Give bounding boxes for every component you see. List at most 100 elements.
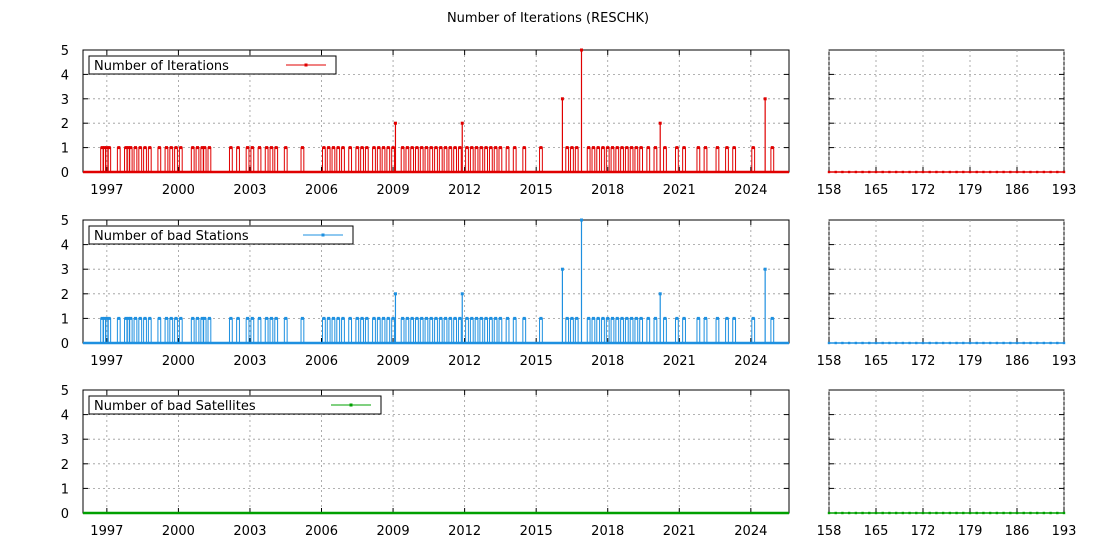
data-point (988, 341, 992, 345)
data-point (331, 146, 335, 150)
x-tick-label: 2003 (233, 524, 266, 539)
data-point (988, 511, 992, 515)
data-point (174, 146, 178, 150)
data-point (191, 316, 195, 320)
data-point (646, 316, 650, 320)
data-point (1062, 170, 1066, 174)
data-point (148, 146, 152, 150)
data-point (560, 97, 564, 101)
data-point (620, 316, 624, 320)
data-point (365, 146, 369, 150)
x-tick-label: 2018 (591, 354, 624, 369)
x-tick-label: 193 (1052, 354, 1077, 369)
data-point (935, 511, 938, 515)
data-point (439, 316, 443, 320)
data-point (682, 146, 686, 150)
data-point (615, 316, 619, 320)
data-point (448, 316, 452, 320)
data-point (874, 170, 878, 174)
data-point (928, 341, 931, 345)
data-point (975, 341, 978, 345)
x-tick-label: 2009 (377, 354, 410, 369)
data-point (995, 341, 999, 345)
data-point (269, 316, 273, 320)
data-point (448, 146, 452, 150)
data-point (901, 511, 905, 515)
data-point (484, 316, 488, 320)
y-tick-label: 5 (61, 384, 69, 399)
x-tick-label: 2012 (448, 354, 481, 369)
data-point (1042, 341, 1046, 345)
data-point (854, 341, 858, 345)
data-point (982, 341, 985, 345)
data-point (901, 170, 905, 174)
data-point (827, 511, 831, 515)
legend: Number of bad Stations (88, 225, 354, 245)
data-point (405, 316, 409, 320)
data-point (982, 511, 985, 515)
data-point (410, 316, 414, 320)
data-point (506, 316, 510, 320)
data-point (229, 146, 233, 150)
data-point (962, 170, 965, 174)
x-tick-label: 158 (817, 354, 842, 369)
right-panel-2-frame (828, 389, 1065, 514)
data-point (1062, 341, 1066, 345)
x-tick-label: 158 (817, 183, 842, 198)
data-point (434, 316, 438, 320)
data-point (164, 316, 168, 320)
data-point (429, 316, 433, 320)
data-point (868, 341, 871, 345)
x-tick-label: 179 (958, 354, 983, 369)
data-point (587, 316, 591, 320)
legend-label: Number of Iterations (94, 59, 229, 74)
x-tick-label: 179 (958, 524, 983, 539)
legend: Number of Iterations (88, 55, 337, 75)
data-point (539, 316, 543, 320)
data-point (429, 146, 433, 150)
x-tick-label: 158 (817, 524, 842, 539)
data-point (365, 316, 369, 320)
data-point (663, 146, 667, 150)
y-tick-label: 4 (61, 239, 69, 254)
data-point (195, 316, 199, 320)
data-point (841, 170, 844, 174)
data-point (908, 170, 911, 174)
data-point (1056, 170, 1059, 174)
data-point (1002, 170, 1005, 174)
data-point (935, 341, 938, 345)
data-point (682, 316, 686, 320)
data-point (391, 316, 395, 320)
data-point (881, 511, 884, 515)
data-point (372, 146, 376, 150)
x-tick-label: 2015 (520, 524, 553, 539)
x-tick-label: 2012 (448, 183, 481, 198)
x-tick-label: 186 (1005, 183, 1030, 198)
data-point (470, 146, 474, 150)
x-tick-label: 2006 (305, 524, 338, 539)
data-point (169, 316, 173, 320)
y-tick-label: 2 (61, 288, 69, 303)
data-point (124, 146, 128, 150)
x-tick-label: 2003 (233, 183, 266, 198)
data-point (834, 170, 837, 174)
data-point (1049, 170, 1052, 174)
data-point (377, 316, 381, 320)
data-point (1062, 511, 1066, 515)
data-point (1009, 170, 1012, 174)
data-point (506, 146, 510, 150)
data-point (634, 316, 638, 320)
data-point (393, 292, 397, 296)
x-tick-label: 2021 (663, 354, 696, 369)
data-point (1022, 170, 1025, 174)
data-point (207, 316, 211, 320)
chart-title: Number of Iterations (RESCHK) (447, 11, 649, 26)
legend-box (88, 225, 354, 245)
data-point (498, 146, 502, 150)
data-point (868, 170, 871, 174)
data-point (420, 146, 424, 150)
data-point (570, 146, 574, 150)
data-point (138, 146, 142, 150)
data-point (401, 146, 405, 150)
x-tick-label: 2000 (162, 524, 195, 539)
